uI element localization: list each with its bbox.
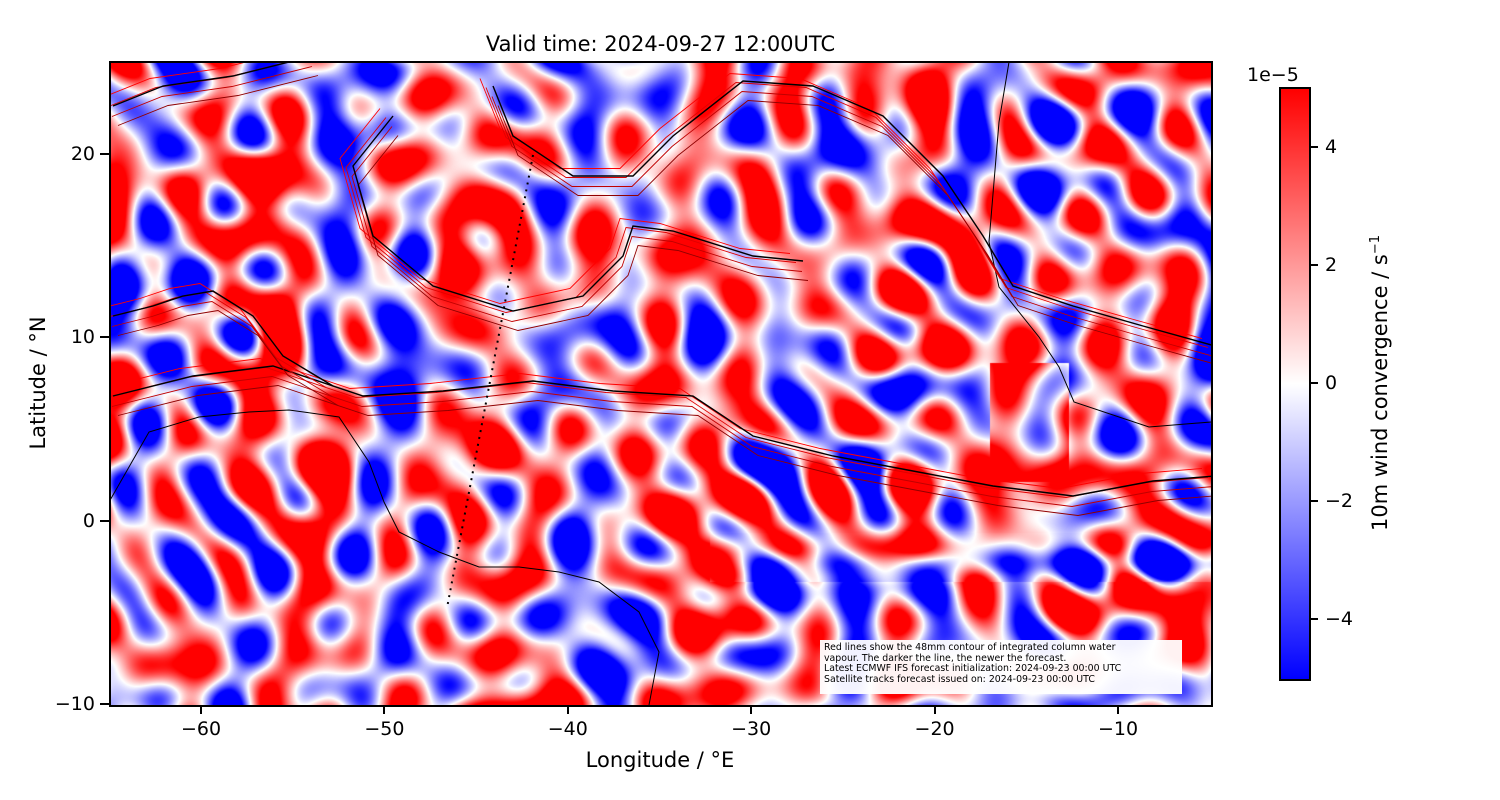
water-vapour-contour-old <box>485 82 1209 348</box>
y-tick-mark <box>100 519 109 522</box>
water-vapour-contour-latest <box>112 290 334 387</box>
colorbar-tick-label: 0 <box>1325 372 1338 394</box>
water-vapour-contour-old <box>117 385 1211 516</box>
x-tick-mark <box>933 705 936 714</box>
water-vapour-contour-old <box>117 75 319 126</box>
map-area <box>109 62 1211 705</box>
colorbar-tick-mark <box>1309 618 1318 620</box>
y-tick-label: 0 <box>82 509 95 532</box>
x-axis-label: Longitude / °E <box>585 748 735 772</box>
y-tick-label: −10 <box>54 693 95 716</box>
water-vapour-contour-old <box>497 100 1211 364</box>
coastline-south-america <box>109 409 660 705</box>
x-tick-label: −10 <box>1097 718 1139 740</box>
annotation-line: vapour. The darker the line, the newer t… <box>824 652 1067 664</box>
x-tick-label: −60 <box>180 718 222 740</box>
x-tick-label: −20 <box>914 718 955 740</box>
colorbar-tick-mark <box>1309 500 1318 502</box>
annotation-line: Latest ECMWF IFS forecast initialization… <box>824 663 1122 675</box>
y-tick-mark <box>100 336 109 339</box>
x-tick-label: −50 <box>364 718 405 740</box>
colorbar-tick-label: −2 <box>1325 490 1354 512</box>
water-vapour-contour-latest <box>352 115 804 312</box>
x-tick-mark <box>383 705 386 714</box>
water-vapour-contour-old <box>351 126 803 322</box>
water-vapour-contour-latest <box>112 62 292 107</box>
y-tick-mark <box>100 153 109 155</box>
colorbar-tick-label: 4 <box>1325 136 1338 158</box>
water-vapour-contour-old <box>111 301 333 397</box>
colorbar-label: 10m wind convergence / s−1 <box>1368 234 1392 532</box>
x-tick-mark <box>1117 705 1119 714</box>
water-vapour-contour-old <box>109 367 1209 498</box>
colorbar-tick-mark <box>1309 146 1318 148</box>
water-vapour-contour-old <box>117 310 339 406</box>
colorbar-scale: 1e−5 <box>1247 64 1299 86</box>
colorbar-tick-mark <box>1309 382 1318 384</box>
colorbar-tick-label: −4 <box>1325 608 1354 630</box>
axes-frame <box>109 61 1213 707</box>
water-vapour-contour-old <box>111 66 313 117</box>
x-tick-label: −30 <box>731 718 772 740</box>
colorbar-tick-label: 2 <box>1325 254 1338 276</box>
contour-overlay <box>109 62 1211 705</box>
y-tick-mark <box>100 703 109 706</box>
y-tick-label: 10 <box>70 326 95 349</box>
x-tick-label: −40 <box>547 718 588 740</box>
water-vapour-contour-old <box>109 62 248 96</box>
x-tick-mark <box>566 705 569 714</box>
water-vapour-contour-old <box>339 108 791 304</box>
water-vapour-contour-old <box>111 376 1211 507</box>
colorbar <box>1279 87 1311 681</box>
plot-title: Valid time: 2024-09-27 12:00UTC <box>485 32 836 56</box>
coastline-africa <box>988 62 1211 428</box>
x-tick-mark <box>200 705 202 714</box>
y-axis-label: Latitude / °N <box>26 316 50 450</box>
annotation-line: Satellite tracks forecast issued on: 202… <box>824 673 1095 685</box>
water-vapour-contour-old <box>109 283 321 379</box>
water-vapour-contour-old <box>479 73 1203 339</box>
y-tick-label: 20 <box>70 143 95 165</box>
annotation-box: Red lines show the 48mm contour of integ… <box>820 640 1182 694</box>
water-vapour-contour-old <box>109 358 1203 489</box>
x-tick-mark <box>750 705 753 714</box>
annotation-line: Red lines show the 48mm contour of integ… <box>824 642 1116 653</box>
colorbar-tick-mark <box>1309 264 1318 266</box>
water-vapour-contour-latest <box>492 80 1211 346</box>
water-vapour-contour-old <box>491 91 1211 357</box>
water-vapour-contour-latest <box>112 365 1211 497</box>
